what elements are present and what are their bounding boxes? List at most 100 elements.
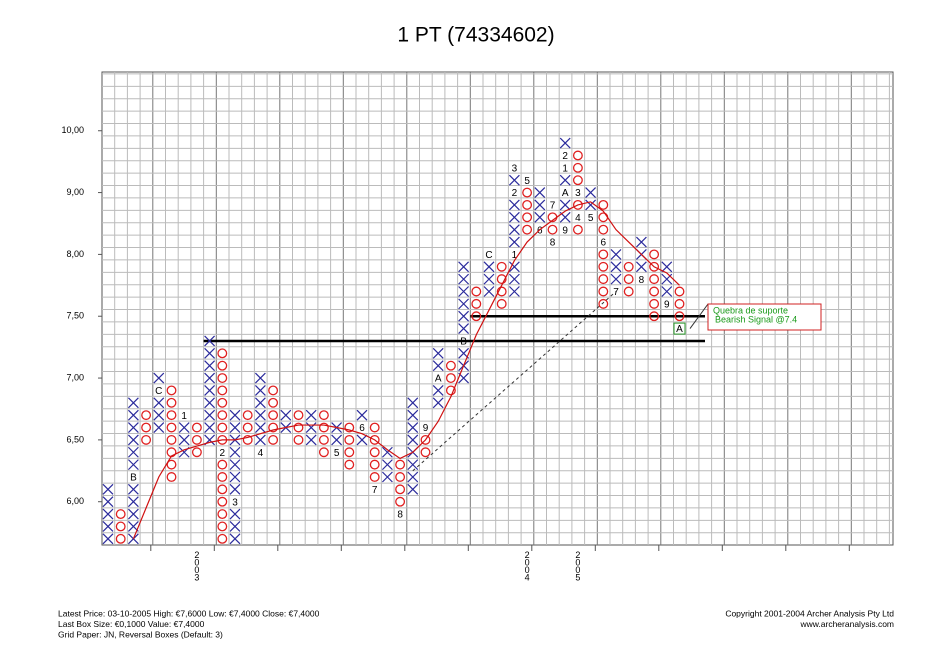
- x-box: [432, 397, 444, 409]
- x-box: [102, 508, 114, 520]
- x-box: [254, 372, 266, 384]
- x-box: [204, 347, 216, 359]
- o-box: [547, 224, 558, 235]
- x-box: [508, 174, 520, 186]
- o-box: [496, 274, 507, 285]
- box-label: 8: [550, 238, 556, 249]
- o-box: [522, 224, 533, 235]
- o-box: [598, 274, 609, 285]
- moving-average-line: [132, 201, 680, 540]
- x-box: [229, 483, 241, 495]
- o-box: [623, 261, 634, 272]
- o-box: [293, 422, 304, 433]
- x-box: [204, 422, 216, 433]
- column: 2: [217, 348, 228, 544]
- box-label: 7: [372, 485, 378, 496]
- x-box: [407, 471, 419, 483]
- o-box: [471, 311, 482, 322]
- x-box: [381, 459, 393, 471]
- x-box: [356, 434, 368, 446]
- x-box: [153, 409, 165, 421]
- column: [141, 410, 152, 445]
- box-label: 1: [512, 250, 518, 261]
- x-box: [407, 459, 419, 471]
- o-box: [445, 385, 456, 396]
- x-box: [178, 422, 190, 433]
- annotation-box: [707, 303, 822, 331]
- x-box: [229, 533, 241, 545]
- o-box: [242, 410, 253, 421]
- x-box: [254, 409, 266, 421]
- chart-title: 1 PT (74334602): [397, 24, 554, 47]
- x-box: [127, 397, 139, 409]
- box-label: 9: [562, 225, 568, 236]
- x-box: [458, 286, 470, 297]
- x-box: [254, 385, 266, 396]
- column: [305, 409, 317, 446]
- box-label: 2: [512, 188, 518, 199]
- x-box: [229, 459, 241, 471]
- column: 7: [610, 248, 622, 298]
- box-label: C: [485, 250, 492, 261]
- x-box: [305, 422, 317, 433]
- o-box: [598, 199, 609, 210]
- x-box: [407, 422, 419, 433]
- column: [318, 410, 329, 458]
- column: [242, 410, 253, 445]
- o-box: [344, 434, 355, 445]
- o-box: [268, 422, 279, 433]
- annotation-connector: [689, 303, 709, 329]
- y-tick-label: 6,00: [66, 496, 84, 506]
- o-box: [217, 496, 228, 507]
- x-box: [254, 397, 266, 409]
- column: 3: [229, 409, 241, 545]
- box-label: 7: [550, 201, 556, 212]
- box-label: 3: [512, 163, 518, 174]
- column: A: [673, 286, 686, 335]
- o-box: [115, 521, 126, 532]
- o-box: [217, 373, 228, 384]
- o-box: [166, 422, 177, 433]
- box-label: A: [562, 188, 569, 199]
- x-box: [229, 471, 241, 483]
- o-box: [395, 496, 406, 507]
- o-box: [166, 459, 177, 470]
- x-box: [585, 199, 597, 211]
- annotation-text: Bearish Signal @7.4: [715, 314, 797, 324]
- x-box: [508, 273, 520, 285]
- x-box: [559, 137, 571, 149]
- box-label: 5: [334, 448, 340, 459]
- column: [344, 422, 355, 470]
- x-box: [432, 347, 444, 359]
- column: 9: [420, 423, 431, 458]
- o-box: [166, 434, 177, 445]
- box-label: A: [435, 374, 442, 385]
- o-box: [344, 459, 355, 470]
- x-box: [305, 409, 317, 421]
- o-box: [496, 298, 507, 309]
- o-box: [445, 360, 456, 371]
- o-box: [217, 397, 228, 408]
- x-box: [508, 236, 520, 248]
- o-box: [369, 434, 380, 445]
- column: [204, 335, 216, 446]
- x-box: [229, 422, 241, 433]
- o-box: [522, 187, 533, 198]
- x-box: [127, 422, 139, 433]
- o-box: [649, 298, 660, 309]
- column: [102, 483, 114, 545]
- x-box: [458, 298, 470, 310]
- column: A: [432, 347, 444, 409]
- o-box: [217, 385, 228, 396]
- box-label: 3: [232, 497, 238, 508]
- column: 21 A 9: [559, 137, 571, 236]
- o-box: [293, 434, 304, 445]
- x-box: [661, 286, 673, 297]
- column: 7: [369, 422, 380, 496]
- box-label: 1: [562, 163, 568, 174]
- o-box: [395, 459, 406, 470]
- o-box: [572, 199, 583, 210]
- o-box: [496, 261, 507, 272]
